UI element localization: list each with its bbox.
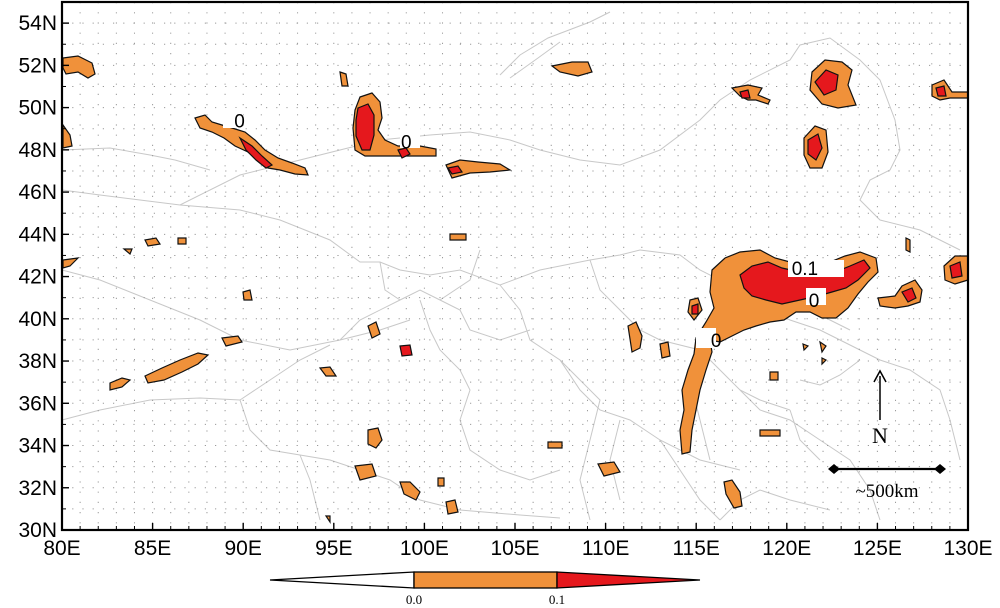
- region-95e-small: [340, 72, 348, 86]
- region-90e-39n: [222, 336, 242, 346]
- scale-bar: ~500km: [828, 464, 946, 502]
- y-tick-label: 52N: [18, 54, 57, 77]
- north-arrow: N: [872, 371, 888, 448]
- region-86e-43n: [145, 238, 160, 246]
- region-88e-43n: [178, 238, 186, 244]
- region-122e-37n: [803, 344, 808, 350]
- legend-swatch-below: [270, 572, 414, 588]
- contour-label: 0.1: [792, 259, 818, 280]
- color-legend: 0.0 0.1: [270, 572, 700, 607]
- shaded-regions: [63, 56, 968, 522]
- region-100e-31n: [438, 478, 444, 486]
- region-west-52n: [63, 56, 95, 78]
- region-110e-33n: [598, 462, 620, 476]
- region-116e-40n-core: [692, 304, 698, 314]
- region-125e-41n: [878, 280, 922, 308]
- region-99e-31n: [400, 482, 420, 500]
- x-axis: 80E 85E 90E 95E 100E 105E 110E 115E 120E 125E 130E: [43, 523, 992, 560]
- y-tick-label: 34N: [18, 435, 57, 458]
- north-label: N: [872, 423, 888, 448]
- y-tick-label: 30N: [18, 519, 57, 542]
- region-117e-50n: [732, 85, 770, 104]
- y-tick-label: 38N: [18, 350, 57, 373]
- region-97e-39n: [368, 322, 380, 338]
- y-tick-label: 32N: [18, 477, 57, 500]
- region-107e-34n: [548, 442, 562, 448]
- y-tick-label: 44N: [18, 223, 57, 246]
- region-118e-31n: [724, 480, 742, 508]
- x-tick-label: 130E: [943, 537, 992, 560]
- region-86e-37n: [145, 353, 208, 383]
- x-tick-label: 105E: [490, 537, 539, 560]
- y-tick-label: 46N: [18, 181, 57, 204]
- region-117e-core: [740, 90, 750, 98]
- region-94e-37n: [320, 367, 336, 376]
- region-119e-34n: [760, 430, 780, 436]
- x-tick-label: 110E: [582, 537, 630, 560]
- legend-swatch-low: [414, 572, 557, 588]
- y-tick-label: 42N: [18, 266, 57, 289]
- legend-swatch-high: [557, 572, 700, 588]
- region-118e-36n: [770, 372, 778, 380]
- region-126e-44n: [906, 238, 910, 252]
- region-83e-small: [124, 249, 132, 254]
- region-123e-37n: [822, 358, 826, 364]
- scale-label: ~500km: [855, 481, 918, 502]
- region-115e-37n: [660, 342, 670, 358]
- region-129e-50n-core: [936, 86, 946, 96]
- y-tick-label: 40N: [18, 308, 57, 331]
- region-97e-core: [356, 104, 374, 150]
- contour-label: 0: [711, 331, 722, 352]
- region-94e-30n: [326, 516, 330, 522]
- y-tick-label: 54N: [18, 12, 57, 35]
- contour-label: 0: [234, 111, 245, 132]
- legend-label-1: 0.1: [549, 592, 565, 607]
- region-123e-38n: [820, 342, 826, 352]
- region-90e-40n: [243, 290, 252, 300]
- legend-label-0: 0.0: [406, 592, 422, 607]
- x-tick-label: 90E: [225, 537, 262, 560]
- contour-label: 0: [809, 291, 820, 312]
- region-103e-44n: [450, 234, 466, 240]
- region-115e-39n: [628, 322, 642, 352]
- x-tick-label: 120E: [762, 537, 811, 560]
- region-108e-52n: [552, 62, 592, 76]
- region-98e-34n: [368, 428, 382, 448]
- region-81e-small: [63, 258, 78, 268]
- region-99e-38n: [400, 345, 412, 356]
- y-tick-label: 48N: [18, 139, 57, 162]
- x-tick-label: 95E: [315, 537, 352, 560]
- region-96e-32n: [355, 464, 376, 480]
- y-tick-label: 50N: [18, 97, 57, 120]
- region-83e-36n: [110, 378, 130, 390]
- region-102e-31n: [446, 500, 458, 514]
- x-tick-label: 100E: [400, 537, 449, 560]
- y-tick-label: 36N: [18, 392, 57, 415]
- x-tick-label: 85E: [134, 537, 171, 560]
- contour-label: 0: [401, 132, 412, 153]
- x-tick-label: 125E: [853, 537, 902, 560]
- x-tick-label: 115E: [672, 537, 720, 560]
